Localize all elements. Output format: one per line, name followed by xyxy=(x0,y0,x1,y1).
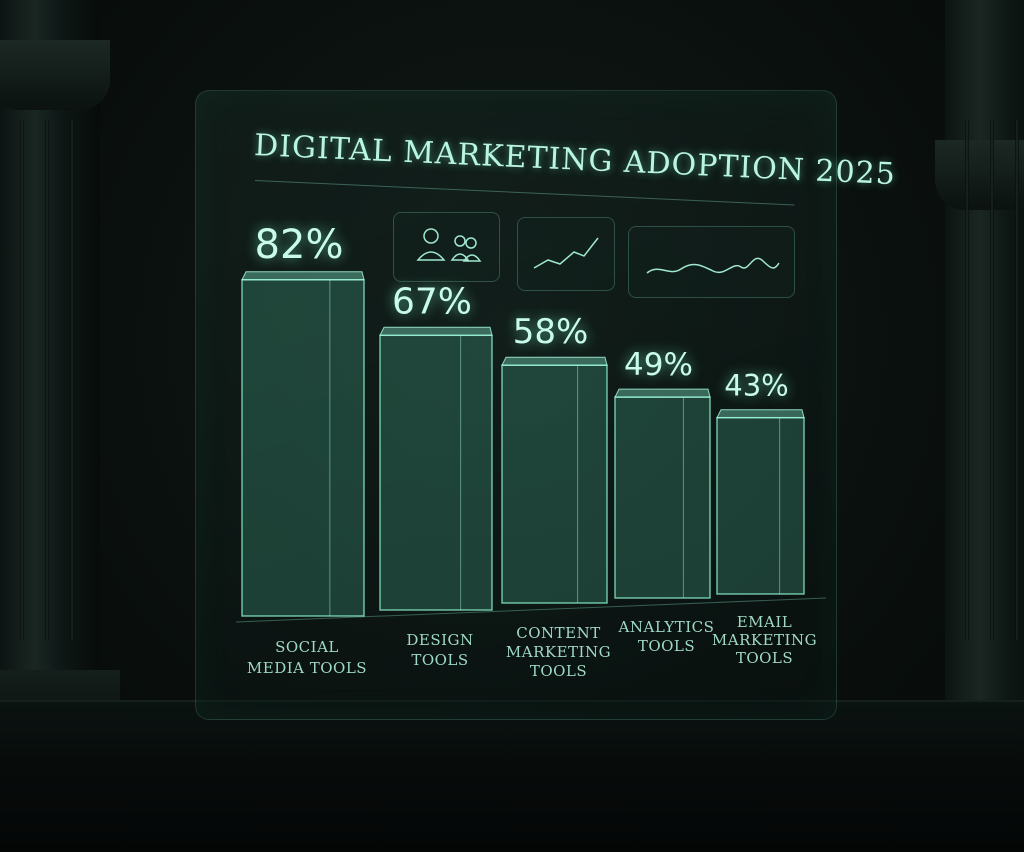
column-flute xyxy=(70,120,74,640)
bar-face xyxy=(501,364,608,604)
line-chart-icon-box xyxy=(517,217,615,291)
category-label: MARKETING xyxy=(712,631,817,649)
value-label: 43% xyxy=(724,369,788,403)
category-label: MEDIA TOOLS xyxy=(247,659,367,677)
column-flute xyxy=(20,120,24,640)
users-icon xyxy=(450,235,482,262)
bar xyxy=(501,356,608,604)
bar xyxy=(716,409,805,595)
left-column-capital xyxy=(0,40,110,110)
category-label: EMAIL xyxy=(737,613,793,631)
bar xyxy=(614,388,711,599)
bar-face xyxy=(614,396,711,599)
right-column xyxy=(935,0,1024,760)
column-flute xyxy=(45,120,49,640)
bar xyxy=(241,271,365,617)
floor xyxy=(0,700,1024,852)
category-label: SOCIAL xyxy=(275,638,339,656)
value-label: 49% xyxy=(624,347,693,383)
bar-face xyxy=(716,416,805,595)
value-label: 58% xyxy=(513,312,589,352)
category-label: ANALYTICS xyxy=(618,618,715,636)
column-flute xyxy=(965,120,969,640)
bar-top xyxy=(501,356,608,366)
wave-chart-icon-box xyxy=(628,226,795,298)
bar-top xyxy=(379,326,493,336)
category-label: DESIGN xyxy=(406,631,473,649)
category-label: CONTENT xyxy=(516,624,600,642)
category-label: TOOLS xyxy=(411,651,468,669)
category-label: MARKETING xyxy=(506,643,611,661)
bars xyxy=(241,271,805,617)
bar-face xyxy=(379,334,493,611)
bar-top xyxy=(716,409,805,419)
category-label: TOOLS xyxy=(638,637,695,655)
line-chart-icon xyxy=(533,237,599,269)
wave-chart-icon xyxy=(646,257,780,274)
category-label: TOOLS xyxy=(530,662,587,680)
bar xyxy=(379,326,493,611)
value-label: 82% xyxy=(255,222,344,268)
left-column xyxy=(0,0,120,760)
value-labels: 82% 67% 58% 49% 43% xyxy=(255,222,789,403)
people-icons xyxy=(416,228,482,262)
column-flute xyxy=(1015,120,1019,640)
value-label: 67% xyxy=(392,281,472,322)
column-flute xyxy=(990,120,994,640)
bar-face xyxy=(241,279,365,617)
chart-panel xyxy=(195,90,837,720)
bar-top xyxy=(614,388,711,398)
bar-top xyxy=(241,271,365,281)
category-label: TOOLS xyxy=(736,649,793,667)
right-column-capital xyxy=(935,140,1024,210)
chart-baseline xyxy=(235,597,827,623)
user-icon xyxy=(416,228,446,261)
people-icon-box xyxy=(393,212,500,282)
